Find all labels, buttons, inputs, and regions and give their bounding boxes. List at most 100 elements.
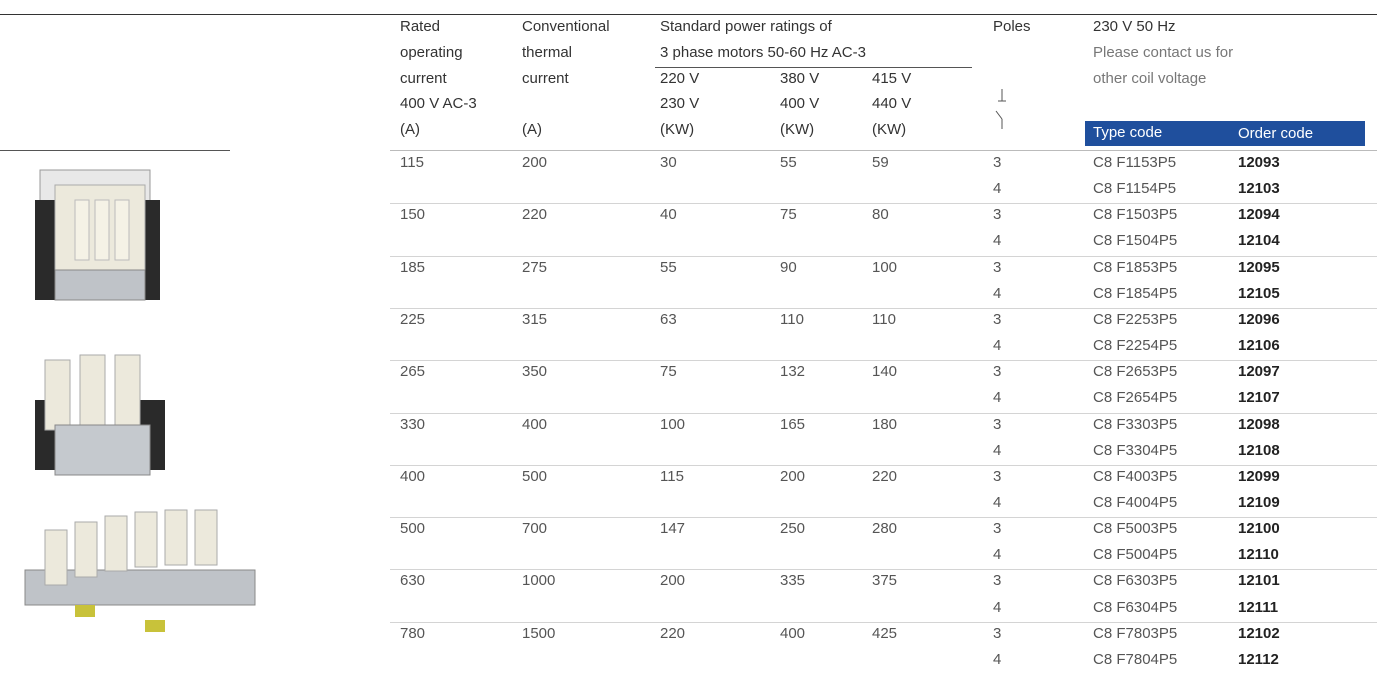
order-code: 12097 — [1238, 363, 1280, 381]
rated-current: 630 — [400, 572, 425, 590]
power-col-header: 415 V — [872, 70, 911, 88]
type-code: C8 F2253P5 — [1093, 311, 1177, 329]
poles: 3 — [993, 625, 1001, 643]
power-rating: 200 — [660, 572, 685, 590]
order-code: 12110 — [1238, 546, 1279, 564]
row-rule — [390, 203, 1377, 204]
order-code: 12104 — [1238, 232, 1280, 250]
power-col-header: 440 V — [872, 95, 911, 113]
type-code: C8 F2254P5 — [1093, 337, 1177, 355]
power-rating: 200 — [780, 468, 805, 486]
rated-current: 500 — [400, 520, 425, 538]
poles: 3 — [993, 259, 1001, 277]
type-code: C8 F2653P5 — [1093, 363, 1177, 381]
poles: 4 — [993, 285, 1001, 303]
power-header: 3 phase motors 50-60 Hz AC-3 — [660, 44, 866, 62]
rated-header: Rated — [400, 18, 440, 36]
poles: 4 — [993, 232, 1001, 250]
thermal-header: current — [522, 70, 569, 88]
type-code: C8 F2654P5 — [1093, 389, 1177, 407]
poles: 4 — [993, 442, 1001, 460]
type-code: C8 F5003P5 — [1093, 520, 1177, 538]
poles-header: Poles — [993, 18, 1031, 36]
header-rule — [0, 150, 230, 151]
coil-header: other coil voltage — [1093, 70, 1206, 88]
rated-current: 115 — [400, 154, 424, 172]
power-rating: 220 — [660, 625, 685, 643]
order-code: 12099 — [1238, 468, 1280, 486]
row-rule — [390, 465, 1377, 466]
coil-header: 230 V 50 Hz — [1093, 18, 1176, 36]
order-code: 12096 — [1238, 311, 1280, 329]
poles: 4 — [993, 494, 1001, 512]
thermal-header: thermal — [522, 44, 572, 62]
poles: 4 — [993, 180, 1001, 198]
poles-symbol — [990, 85, 1020, 130]
order-code: 12098 — [1238, 416, 1280, 434]
rated-current: 150 — [400, 206, 425, 224]
type-code: C8 F7804P5 — [1093, 651, 1177, 669]
power-rating: 110 — [780, 311, 804, 329]
power-rating: 75 — [660, 363, 677, 381]
type-code: C8 F1854P5 — [1093, 285, 1177, 303]
rated-current: 400 — [400, 468, 425, 486]
order-code-header: Order code — [1238, 125, 1313, 143]
power-rating: 147 — [660, 520, 685, 538]
power-rating: 75 — [780, 206, 797, 224]
power-rating: 55 — [780, 154, 797, 172]
thermal-header: Conventional — [522, 18, 610, 36]
order-code: 12109 — [1238, 494, 1280, 512]
order-code: 12094 — [1238, 206, 1280, 224]
poles: 3 — [993, 520, 1001, 538]
thermal-current: 1500 — [522, 625, 555, 643]
rated-current: 185 — [400, 259, 425, 277]
poles: 4 — [993, 546, 1001, 564]
product-images — [15, 160, 275, 670]
power-rating: 40 — [660, 206, 677, 224]
type-code: C8 F1503P5 — [1093, 206, 1177, 224]
coil-header: Please contact us for — [1093, 44, 1233, 62]
power-rule — [655, 67, 972, 68]
power-col-header: (KW) — [872, 121, 906, 139]
thermal-current: 400 — [522, 416, 547, 434]
power-rating: 132 — [780, 363, 805, 381]
power-rating: 63 — [660, 311, 677, 329]
row-rule — [390, 622, 1377, 623]
poles: 3 — [993, 468, 1001, 486]
row-rule — [390, 256, 1377, 257]
poles: 4 — [993, 599, 1001, 617]
poles: 3 — [993, 154, 1001, 172]
power-rating: 110 — [872, 311, 896, 329]
rated-header: current — [400, 70, 447, 88]
order-code: 12106 — [1238, 337, 1280, 355]
order-code: 12093 — [1238, 154, 1280, 172]
power-rating: 250 — [780, 520, 805, 538]
poles: 3 — [993, 311, 1001, 329]
power-rating: 59 — [872, 154, 889, 172]
rated-current: 330 — [400, 416, 425, 434]
thermal-current: 700 — [522, 520, 547, 538]
page: Ratedoperatingcurrent400 V AC-3(A)Conven… — [0, 0, 1377, 675]
order-code: 12112 — [1238, 651, 1279, 669]
type-code: C8 F1154P5 — [1093, 180, 1176, 198]
rated-current: 780 — [400, 625, 425, 643]
type-code: C8 F6303P5 — [1093, 572, 1177, 590]
poles: 3 — [993, 363, 1001, 381]
thermal-current: 220 — [522, 206, 547, 224]
power-rating: 90 — [780, 259, 797, 277]
power-col-header: 380 V — [780, 70, 819, 88]
type-code-header: Type code — [1093, 124, 1162, 142]
power-col-header: (KW) — [780, 121, 814, 139]
power-header: Standard power ratings of — [660, 18, 832, 36]
order-code: 12105 — [1238, 285, 1280, 303]
type-code: C8 F3304P5 — [1093, 442, 1177, 460]
poles: 4 — [993, 651, 1001, 669]
rated-current: 225 — [400, 311, 425, 329]
order-code: 12108 — [1238, 442, 1280, 460]
row-rule — [390, 569, 1377, 570]
type-code: C8 F1853P5 — [1093, 259, 1177, 277]
thermal-current: 500 — [522, 468, 547, 486]
contactor-small — [35, 170, 160, 300]
order-code: 12103 — [1238, 180, 1280, 198]
type-code: C8 F3303P5 — [1093, 416, 1177, 434]
